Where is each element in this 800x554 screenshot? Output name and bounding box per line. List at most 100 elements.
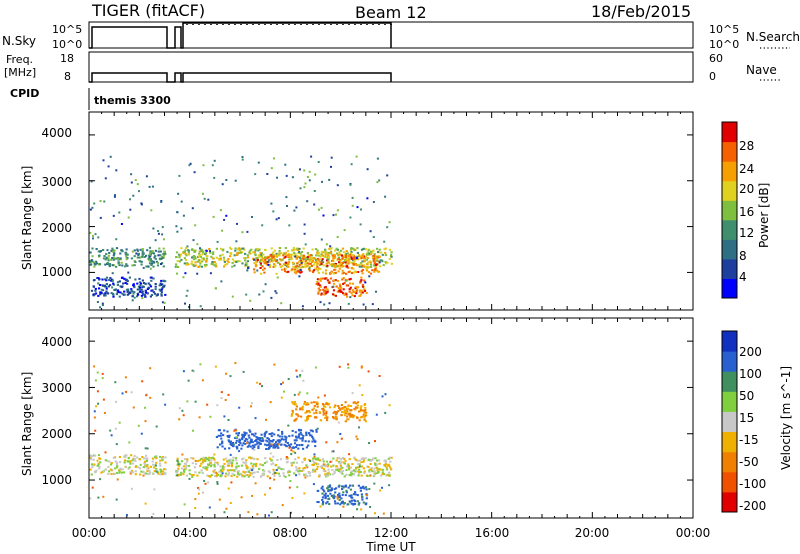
power-cell — [239, 251, 243, 254]
velocity-cell — [256, 442, 259, 445]
velocity-cell — [213, 469, 216, 471]
power-cell — [228, 246, 232, 249]
power-cell — [295, 206, 298, 209]
xtick-2400: 00:00 — [676, 526, 711, 540]
velocity-cell — [354, 458, 357, 461]
power-cell — [312, 269, 316, 272]
velocity-cell — [230, 465, 233, 468]
velocity-cell — [269, 477, 272, 480]
velocity-cell — [316, 427, 319, 430]
power-cell — [235, 240, 238, 243]
power-cell — [349, 216, 352, 219]
velocity-cell — [202, 466, 205, 469]
velocity-cell — [241, 433, 244, 436]
velocity-cell — [297, 447, 300, 450]
velocity-cell — [231, 472, 234, 475]
power-cell — [361, 272, 364, 275]
velocity-cell — [337, 467, 340, 470]
velocity-cell — [151, 457, 155, 460]
power-cell — [138, 277, 141, 280]
velocity-cell — [334, 413, 338, 416]
velocity-cell — [241, 474, 244, 477]
velocity-cell — [247, 470, 250, 473]
power-cell — [273, 249, 276, 252]
power-cell — [194, 264, 197, 267]
power-cell — [253, 271, 256, 274]
power-cell — [154, 255, 157, 257]
velocity-cell — [283, 443, 286, 446]
power-cell — [375, 264, 378, 266]
power-cell — [179, 253, 182, 256]
velocity-cell — [337, 456, 340, 459]
velocity-cell — [326, 500, 329, 503]
velocity-cell — [377, 471, 380, 473]
velocity-cell — [127, 467, 130, 470]
velocity-cell — [360, 461, 363, 464]
velocity-cell — [194, 507, 197, 509]
velocity-cell — [246, 438, 249, 441]
power-cell — [119, 252, 122, 255]
power-cell — [149, 259, 152, 262]
velocity-cell — [362, 409, 365, 412]
power-cell — [356, 251, 359, 254]
power-cell — [197, 266, 200, 268]
power-cell — [164, 280, 167, 283]
power-cell — [213, 264, 216, 267]
velocity-cell — [294, 451, 297, 454]
velocity-cell — [215, 471, 218, 474]
velocity-cell — [337, 410, 340, 413]
power-cell — [151, 251, 154, 254]
power-cell — [102, 257, 105, 260]
power-cell — [317, 292, 320, 295]
velocity-cell — [288, 444, 291, 447]
velocity-cell — [149, 367, 152, 370]
power-cell — [136, 288, 139, 291]
power-cell — [320, 261, 323, 264]
velocity-cell — [149, 471, 152, 474]
power-cell — [361, 268, 365, 271]
power-cell — [158, 284, 161, 287]
velocity-cell — [130, 469, 134, 472]
power-cell — [251, 216, 253, 218]
power-cell — [353, 249, 356, 252]
power-cell — [143, 294, 146, 296]
velocity-cell — [353, 456, 356, 459]
velocity-cell — [285, 445, 288, 448]
velocity-cell — [145, 394, 148, 397]
velocity-colorbar-swatch — [722, 351, 737, 372]
velocity-cell — [273, 474, 276, 477]
power-cell — [131, 250, 134, 253]
power-cell — [207, 198, 210, 201]
velocity-cell — [253, 446, 256, 449]
velocity-cell — [327, 488, 330, 491]
velocity-cell — [298, 473, 301, 476]
velocity-cell — [243, 471, 246, 474]
velocity-cell — [334, 502, 337, 505]
velocity-cell — [259, 382, 261, 385]
power-cell — [298, 263, 302, 266]
velocity-cell — [325, 441, 328, 444]
velocity-cell — [155, 425, 158, 428]
velocity-cell — [282, 474, 285, 477]
velocity-cell — [216, 404, 219, 407]
power-cell — [353, 291, 356, 294]
velocity-cell — [322, 407, 325, 410]
power-cell — [233, 260, 236, 263]
power-cell — [288, 253, 291, 255]
power-cell — [159, 282, 162, 285]
power-cell — [285, 263, 288, 266]
power-cell — [361, 285, 365, 288]
power-cell — [316, 257, 319, 260]
power-cell — [293, 270, 296, 273]
power-cell — [105, 285, 108, 288]
velocity-cell — [272, 462, 275, 465]
power-colorbar-swatch — [722, 258, 737, 279]
velocity-cell — [275, 441, 278, 444]
power-cell — [269, 264, 272, 267]
velocity-cell — [274, 471, 277, 474]
velocity-cell — [265, 430, 268, 433]
nsearch-label: N.Search — [746, 30, 800, 44]
velocity-cell — [288, 470, 291, 473]
power-cell — [299, 258, 302, 261]
power-cell — [202, 164, 205, 167]
